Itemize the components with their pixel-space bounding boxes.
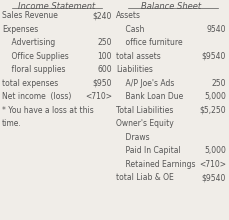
Text: 250: 250 xyxy=(98,38,112,47)
Text: Net income  (loss): Net income (loss) xyxy=(2,92,71,101)
Text: 100: 100 xyxy=(98,51,112,61)
Text: Office Supplies: Office Supplies xyxy=(2,51,69,61)
Text: Liabilities: Liabilities xyxy=(116,65,153,74)
Text: Income Statement: Income Statement xyxy=(18,2,96,11)
Text: $240: $240 xyxy=(93,11,112,20)
Text: * You have a loss at this: * You have a loss at this xyxy=(2,106,94,114)
Text: office furniture: office furniture xyxy=(116,38,183,47)
Text: Owner's Equity: Owner's Equity xyxy=(116,119,174,128)
Text: $9540: $9540 xyxy=(202,173,226,182)
Text: A/P Joe's Ads: A/P Joe's Ads xyxy=(116,79,174,88)
Text: Total Liabilities: Total Liabilities xyxy=(116,106,173,114)
Text: total assets: total assets xyxy=(116,51,161,61)
Text: Assets: Assets xyxy=(116,11,141,20)
Text: Sales Revenue: Sales Revenue xyxy=(2,11,58,20)
Text: Balance Sheet: Balance Sheet xyxy=(141,2,201,11)
Text: total Liab & OE: total Liab & OE xyxy=(116,173,174,182)
Text: <710>: <710> xyxy=(199,160,226,169)
Text: total expenses: total expenses xyxy=(2,79,58,88)
Text: Cash: Cash xyxy=(116,24,144,33)
Text: 5,000: 5,000 xyxy=(204,92,226,101)
Text: time.: time. xyxy=(2,119,22,128)
Text: 600: 600 xyxy=(97,65,112,74)
Text: $5,250: $5,250 xyxy=(199,106,226,114)
Text: 9540: 9540 xyxy=(207,24,226,33)
Text: 250: 250 xyxy=(212,79,226,88)
Text: Draws: Draws xyxy=(116,132,150,141)
Text: Retained Earnings: Retained Earnings xyxy=(116,160,196,169)
Text: Advertising: Advertising xyxy=(2,38,55,47)
Text: Expenses: Expenses xyxy=(2,24,38,33)
Text: Paid In Capital: Paid In Capital xyxy=(116,146,181,155)
Text: <710>: <710> xyxy=(85,92,112,101)
Text: 5,000: 5,000 xyxy=(204,146,226,155)
Text: $950: $950 xyxy=(93,79,112,88)
Text: floral supplies: floral supplies xyxy=(2,65,65,74)
Text: Bank Loan Due: Bank Loan Due xyxy=(116,92,183,101)
Text: $9540: $9540 xyxy=(202,51,226,61)
